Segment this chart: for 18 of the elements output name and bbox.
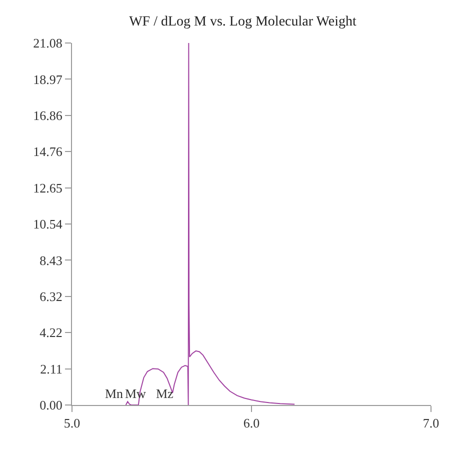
y-tick-label: 16.86 [33,108,63,124]
y-tick-label: 14.76 [33,144,63,160]
line-series [125,43,296,405]
y-tick-label: 4.22 [40,325,62,340]
y-tick-label: 21.08 [33,36,62,51]
y-tick-label: 2.11 [40,361,62,376]
y-tick-label: 10.54 [33,216,63,232]
annotation: Mn [105,386,124,401]
y-tick-label: 6.32 [40,289,62,304]
y-tick-label: 8.43 [40,252,62,268]
y-tick-label: 12.65 [33,180,62,196]
x-tick-label: 5.0 [64,416,80,431]
chart-title: WF / dLog M vs. Log Molecular Weight [129,14,356,30]
y-tick-label: 18.97 [33,72,63,87]
y-tick-label: 0.00 [40,398,62,413]
x-tick-label: 7.0 [422,416,440,431]
x-tick-label: 6.0 [243,416,260,431]
annotation: Mz [156,386,174,401]
